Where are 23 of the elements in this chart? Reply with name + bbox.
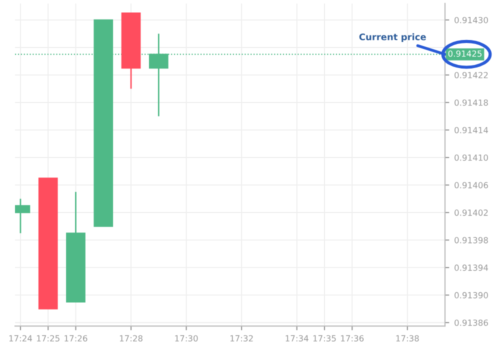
x-tick-label: 17:35 [313,335,336,342]
y-tick-label: 0.91418 [454,99,488,106]
y-tick-label: 0.91394 [454,264,488,271]
x-tick-label: 17:34 [286,335,308,342]
y-tick-label: 0.91390 [454,292,488,298]
y-tick-label: 0.91386 [454,320,488,326]
x-tick-label: 17:36 [341,335,364,342]
x-tick-label: 17:26 [64,335,88,342]
ref-line-label: 0.91425 [448,50,482,57]
y-tick-label: 0.91414 [454,126,488,134]
y-tick-label: 0.91402 [454,210,488,216]
y-tick-label: 0.91406 [454,182,488,188]
annotation: Current price [359,33,426,42]
x-tick-label: 17:30 [175,335,198,342]
x-tick-label: 17:25 [37,335,60,342]
x-tick-label: 17:24 [9,335,32,342]
x-tick-label: 17:38 [396,335,419,342]
y-tick-label: 0.91422 [454,72,488,78]
y-tick-label: 0.91430 [454,16,488,24]
y-tick-label: 0.91398 [454,237,488,244]
x-tick-label: 17:28 [120,335,142,342]
x-tick-label: 17:32 [230,335,253,342]
y-tick-label: 0.91410 [454,154,488,161]
